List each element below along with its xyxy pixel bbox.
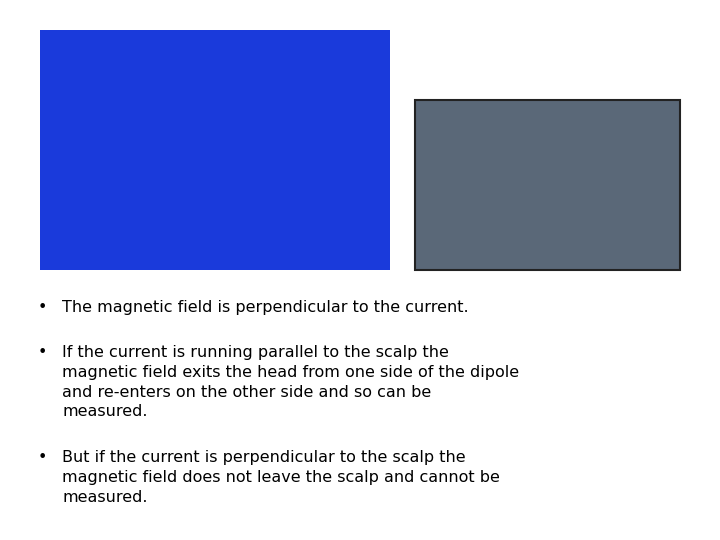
Bar (415, 100, 680, 270)
Text: •: • (38, 345, 48, 360)
Text: But if the current is perpendicular to the scalp the
magnetic field does not lea: But if the current is perpendicular to t… (62, 450, 500, 504)
Text: The magnetic field is perpendicular to the current.: The magnetic field is perpendicular to t… (62, 300, 469, 315)
Text: If the current is running parallel to the scalp the
magnetic field exits the hea: If the current is running parallel to th… (62, 345, 519, 420)
Text: •: • (38, 300, 48, 315)
Text: •: • (38, 450, 48, 465)
Bar (40, 30, 390, 270)
